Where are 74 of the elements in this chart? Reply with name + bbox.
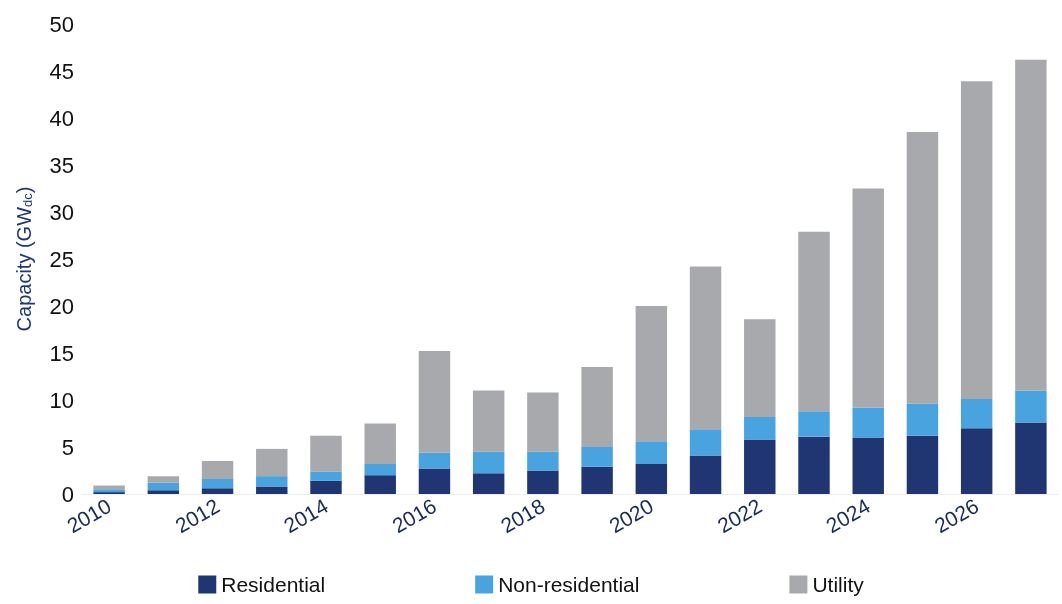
bar	[960, 428, 993, 494]
bar	[256, 476, 288, 487]
y-tick-label: 5	[61, 434, 74, 460]
bar	[689, 429, 722, 456]
bar	[1015, 422, 1047, 494]
y-tick-label: 15	[49, 340, 74, 366]
x-tick-label: 2018	[496, 494, 549, 538]
bar	[364, 423, 396, 464]
bar	[689, 455, 722, 494]
y-axis-title: Capacity (GWdc)	[12, 186, 35, 332]
bar	[960, 81, 993, 400]
bar	[581, 466, 613, 494]
bar	[1015, 59, 1047, 391]
bar	[852, 407, 884, 438]
bar	[798, 411, 830, 437]
x-tick-label: 2024	[822, 493, 875, 538]
bar	[201, 478, 234, 489]
bar	[256, 448, 288, 477]
bar	[960, 399, 993, 429]
y-tick-label: 25	[49, 246, 74, 272]
bar	[744, 439, 776, 494]
bar	[906, 132, 939, 404]
bar	[201, 461, 234, 479]
y-tick-label: 50	[49, 11, 74, 37]
bar	[635, 441, 668, 464]
bar	[147, 476, 180, 483]
bar	[1015, 390, 1047, 423]
bar	[906, 435, 939, 494]
bar	[527, 451, 559, 471]
bar	[147, 490, 180, 494]
x-tick-label: 2014	[279, 493, 333, 538]
bar	[472, 390, 505, 452]
bar	[418, 351, 451, 453]
bar	[527, 392, 559, 452]
y-tick-label: 45	[49, 58, 74, 84]
bar	[852, 437, 884, 494]
bar	[147, 482, 180, 491]
bar	[689, 266, 722, 430]
bar	[906, 403, 939, 436]
bar	[418, 468, 451, 494]
x-tick-label: 2020	[605, 494, 658, 538]
bar	[527, 470, 559, 494]
bar	[635, 463, 668, 494]
bar	[310, 435, 342, 472]
legend-label: Utility	[812, 573, 865, 596]
y-tick-label: 35	[49, 152, 74, 178]
bar	[418, 452, 451, 469]
bar	[201, 488, 234, 494]
x-tick-label: 2016	[388, 494, 441, 538]
legend-label: Residential	[221, 573, 326, 596]
y-tick-label: 10	[49, 387, 74, 413]
bar	[256, 486, 288, 494]
legend-label: Non-residential	[498, 573, 640, 596]
bar	[364, 463, 396, 476]
bar	[798, 436, 830, 494]
y-tick-label: 30	[49, 199, 74, 225]
bar	[581, 367, 613, 447]
x-tick-label: 2012	[171, 494, 224, 538]
x-tick-label: 2022	[713, 494, 766, 538]
bar	[472, 473, 505, 494]
bar	[744, 416, 776, 440]
bar	[472, 451, 505, 474]
x-tick-label: 2026	[930, 494, 983, 538]
bar	[310, 480, 342, 494]
bar	[310, 471, 342, 481]
bar	[364, 475, 396, 494]
bar	[744, 319, 776, 417]
bar	[635, 306, 668, 442]
bar	[581, 447, 613, 467]
y-tick-label: 20	[49, 293, 74, 319]
bar	[852, 188, 884, 408]
y-tick-label: 0	[61, 481, 74, 507]
y-tick-label: 40	[49, 105, 74, 131]
bar	[798, 231, 830, 412]
